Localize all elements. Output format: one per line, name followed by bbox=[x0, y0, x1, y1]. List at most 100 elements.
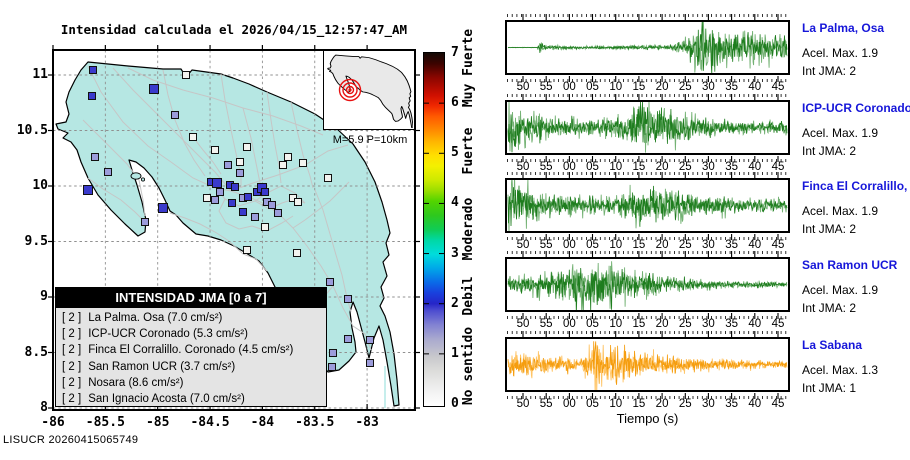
station-marker bbox=[329, 349, 337, 357]
seismogram-panel: 50 55 00 05 10 15 20 25 30 35 40 45 La Sabana Acel. M… bbox=[505, 331, 910, 417]
time-tick-label: 05 bbox=[586, 398, 599, 410]
seismogram-frame bbox=[505, 257, 790, 312]
colorbar-tick-label: 3 bbox=[451, 245, 459, 261]
station-name-label: San Ramon UCR bbox=[802, 258, 898, 272]
station-marker bbox=[189, 133, 197, 141]
time-tick-label: 00 bbox=[562, 81, 576, 93]
colorbar-category-label: No sentido bbox=[461, 327, 476, 406]
time-tick-label: 35 bbox=[725, 81, 738, 93]
seismogram-plot bbox=[505, 178, 790, 233]
epicenter-inset-map bbox=[323, 50, 415, 130]
inset-landmass bbox=[327, 54, 414, 130]
station-marker bbox=[231, 183, 239, 191]
legend-station-list: [ 2 ] La Palma. Osa (7.0 cm/s²) [ 2 ] ICP-U… bbox=[56, 308, 326, 407]
station-description: San Ramon UCR (3.7 cm/s²) bbox=[88, 360, 236, 373]
time-tick-label: 50 bbox=[516, 81, 530, 93]
time-tick-label: 05 bbox=[586, 318, 599, 330]
time-tick-label: 20 bbox=[655, 398, 669, 410]
time-tick-strip bbox=[507, 14, 787, 20]
station-name-label: La Palma, Osa bbox=[802, 21, 885, 35]
station-marker bbox=[203, 194, 211, 202]
station-marker bbox=[211, 146, 219, 154]
map-x-tick-label: -85 bbox=[145, 415, 170, 430]
time-tick-label: 45 bbox=[771, 318, 785, 330]
time-tick-strip bbox=[507, 76, 787, 82]
seismogram-plot bbox=[505, 337, 790, 392]
time-tick-label: 25 bbox=[678, 81, 692, 93]
seismogram-plot bbox=[505, 257, 790, 312]
station-description: Nosara (8.6 cm/s²) bbox=[88, 376, 184, 389]
map-y-tick-label: 11 bbox=[32, 67, 48, 82]
map-y-tick-label: 8 bbox=[40, 400, 48, 415]
jma-intensity-label: Int JMA: 2 bbox=[802, 64, 857, 78]
colorbar-tick-label: 5 bbox=[451, 145, 459, 161]
colorbar-tick-label: 4 bbox=[451, 195, 459, 211]
time-tick-label: 00 bbox=[562, 398, 576, 410]
time-tick-label: 35 bbox=[725, 398, 738, 410]
time-tick-label: 20 bbox=[655, 81, 669, 93]
station-marker bbox=[366, 336, 374, 344]
intensity-badge: [ 2 ] bbox=[62, 312, 82, 324]
intensity-badge: [ 2 ] bbox=[62, 376, 82, 389]
gulf-island bbox=[130, 172, 142, 180]
time-tick-label: 40 bbox=[748, 398, 762, 410]
station-marker bbox=[279, 161, 287, 169]
time-tick-label: 25 bbox=[678, 239, 692, 251]
intensity-colorbar bbox=[423, 52, 445, 407]
station-marker bbox=[293, 249, 301, 257]
intensity-badge: [ 2 ] bbox=[62, 360, 82, 373]
epicenter-icon bbox=[338, 78, 362, 102]
colorbar-tick-label: 0 bbox=[451, 396, 459, 411]
station-marker bbox=[149, 84, 159, 94]
time-tick-label: 55 bbox=[539, 318, 553, 330]
time-axis-label: Tiempo (s) bbox=[616, 411, 679, 426]
station-description: ICP-UCR Coronado (5.3 cm/s²) bbox=[88, 328, 248, 341]
accel-max-label: Acel. Max. 1.9 bbox=[802, 126, 879, 140]
time-tick-label: 00 bbox=[562, 239, 576, 251]
station-marker bbox=[244, 193, 252, 201]
map-y-tick-label: 10.5 bbox=[16, 122, 48, 138]
station-marker bbox=[366, 359, 374, 367]
station-marker bbox=[328, 363, 336, 371]
map-x-tick-label: -86 bbox=[41, 415, 65, 430]
time-tick-strip bbox=[507, 393, 787, 399]
legend-station-row: [ 2 ] Finca El Corralillo. Coronado (4.5 … bbox=[56, 342, 326, 358]
time-tick-label: 10 bbox=[609, 398, 623, 410]
intensity-badge: [ 2 ] bbox=[62, 328, 82, 341]
map-x-tick-label: -83.5 bbox=[295, 415, 335, 430]
station-marker bbox=[212, 178, 222, 188]
time-tick-label: 45 bbox=[771, 239, 785, 251]
time-tick-label: 55 bbox=[539, 161, 553, 173]
jma-intensity-label: Int JMA: 2 bbox=[802, 222, 857, 236]
station-marker bbox=[324, 174, 332, 182]
seismogram-plot bbox=[505, 20, 790, 75]
station-marker bbox=[239, 208, 247, 216]
seismogram-plot bbox=[505, 100, 790, 155]
station-name-label: La Sabana bbox=[802, 338, 863, 352]
station-marker bbox=[236, 158, 244, 166]
legend-station-row: [ 2 ] San Ignacio Acosta (7.0 cm/s²) bbox=[56, 391, 326, 407]
time-tick-label: 10 bbox=[609, 161, 623, 173]
time-tick-label: 35 bbox=[725, 318, 738, 330]
time-tick-label: 15 bbox=[632, 81, 646, 93]
station-name-label: ICP-UCR Coronado bbox=[802, 101, 910, 115]
station-marker bbox=[91, 153, 99, 161]
time-tick-label: 40 bbox=[748, 318, 762, 330]
time-tick-label: 15 bbox=[632, 398, 646, 410]
station-marker bbox=[104, 168, 112, 176]
station-marker bbox=[158, 203, 168, 213]
station-marker bbox=[261, 223, 269, 231]
time-tick-strip bbox=[507, 313, 787, 319]
intensity-badge: [ 2 ] bbox=[62, 344, 82, 357]
jma-intensity-label: Int JMA: 2 bbox=[802, 301, 857, 315]
time-tick-label: 10 bbox=[609, 318, 623, 330]
colorbar-category-label: Muy Fuerte bbox=[461, 28, 476, 108]
colorbar-tick-label: 1 bbox=[451, 345, 459, 361]
legend-title: INTENSIDAD JMA [0 a 7] bbox=[56, 288, 326, 308]
inset-map-svg bbox=[327, 54, 414, 130]
legend-station-row: [ 2 ] San Ramon UCR (3.7 cm/s²) bbox=[56, 359, 326, 375]
colorbar-category-label: Debil bbox=[461, 276, 476, 316]
time-tick-label: 30 bbox=[702, 161, 715, 173]
time-tick-strip bbox=[507, 251, 787, 257]
seismogram-panel: 50 55 00 05 10 15 20 25 30 35 40 45 San Ramon UCR Ace… bbox=[505, 251, 910, 337]
